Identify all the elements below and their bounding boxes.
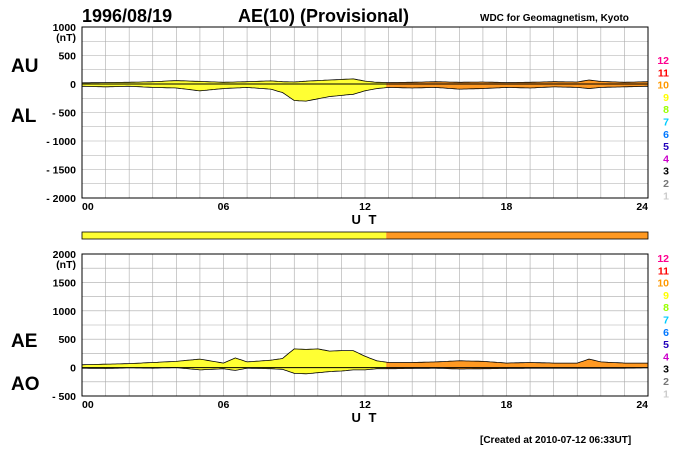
x-tick-label: 06 (218, 201, 230, 213)
y-tick-label: - 1500 (46, 165, 76, 177)
legend-level-label: 10 (657, 278, 669, 290)
legend-level-label: 12 (657, 253, 669, 265)
x-tick-label: 24 (636, 399, 648, 411)
y-unit-label: (nT) (56, 259, 76, 271)
y-tick-label: - 2000 (46, 193, 76, 205)
legend-level-label: 7 (663, 315, 669, 327)
legend-level-label: 5 (663, 339, 669, 351)
au-al-panel: 1000 500 0 - 500 - 1000 - 1500 - 2000 (nT) 00 06 1… (11, 22, 649, 227)
legend-level-label: 6 (663, 327, 669, 339)
station-bar-segment (386, 232, 648, 239)
y-tick-label: - 1000 (46, 136, 76, 148)
y-tick-label: 1000 (53, 306, 77, 318)
station-count-bar (81, 231, 649, 240)
series-label-ae: AE (11, 331, 37, 352)
x-axis-label: U T (352, 212, 379, 227)
series-label-ao: AO (11, 374, 40, 395)
x-tick-label: 24 (636, 201, 648, 213)
x-tick-label: 00 (82, 399, 94, 411)
legend-level-label: 9 (663, 290, 669, 302)
plot-frame (81, 253, 649, 397)
legend-level-label: 4 (663, 351, 669, 363)
legend-level-label: 6 (663, 129, 669, 141)
ae-ao-panel: 2000 1500 1000 500 0 - 500 (nT) 00 06 12 18 24 U T AE… (11, 249, 649, 425)
legend-level-label: 2 (663, 178, 669, 190)
plot-frame (81, 26, 649, 199)
created-label: [Created at 2010-07-12 06:33UT] (480, 435, 631, 446)
legend-level-label: 4 (663, 153, 669, 165)
series-label-au: AU (11, 56, 38, 77)
x-tick-label: 18 (501, 201, 513, 213)
y-tick-label: 2000 (53, 249, 77, 261)
y-tick-label: 500 (58, 334, 76, 346)
series-line-al (82, 85, 648, 102)
legend-level-label: 10 (657, 80, 669, 92)
legend-level-label: 8 (663, 104, 669, 116)
y-unit-label: (nT) (56, 32, 76, 44)
x-tick-label: 12 (359, 399, 371, 411)
y-tick-label: - 500 (52, 391, 76, 403)
source-label: WDC for Geomagnetism, Kyoto (480, 13, 629, 24)
x-axis-label: U T (352, 410, 379, 425)
x-tick-label: 06 (218, 399, 230, 411)
y-tick-label: - 500 (52, 108, 76, 120)
series-line-ae (81, 348, 648, 366)
legend-level-label: 1 (663, 388, 669, 400)
legend-level-label: 1 (663, 190, 669, 202)
legend-level-label: 7 (663, 117, 669, 129)
y-tick-label: 1500 (53, 277, 77, 289)
station-bar-segment (82, 232, 387, 239)
x-tick-label: 12 (359, 201, 371, 213)
y-tick-label: 0 (70, 79, 76, 91)
legend-level-label: 8 (663, 302, 669, 314)
legend-level-label: 3 (663, 166, 669, 178)
series-line-au (81, 78, 649, 84)
index-title: AE(10) (Provisional) (238, 6, 409, 26)
legend-level-label: 12 (657, 55, 669, 67)
x-tick-label: 18 (501, 399, 513, 411)
x-tick-label: 00 (82, 201, 94, 213)
legend-level-label: 2 (663, 376, 669, 388)
y-tick-label: 1000 (53, 22, 77, 34)
legend-level-label: 5 (663, 141, 669, 153)
legend-level-label: 11 (658, 67, 669, 79)
date-label: 1996/08/19 (82, 6, 172, 26)
legend-level-label: 11 (658, 265, 669, 277)
station-bar-frame (81, 231, 649, 240)
legend-level-label: 3 (663, 364, 669, 376)
series-label-al: AL (11, 106, 37, 127)
legend-level-label: 9 (663, 92, 669, 104)
y-tick-label: 500 (58, 51, 76, 63)
y-tick-label: 0 (70, 363, 76, 375)
